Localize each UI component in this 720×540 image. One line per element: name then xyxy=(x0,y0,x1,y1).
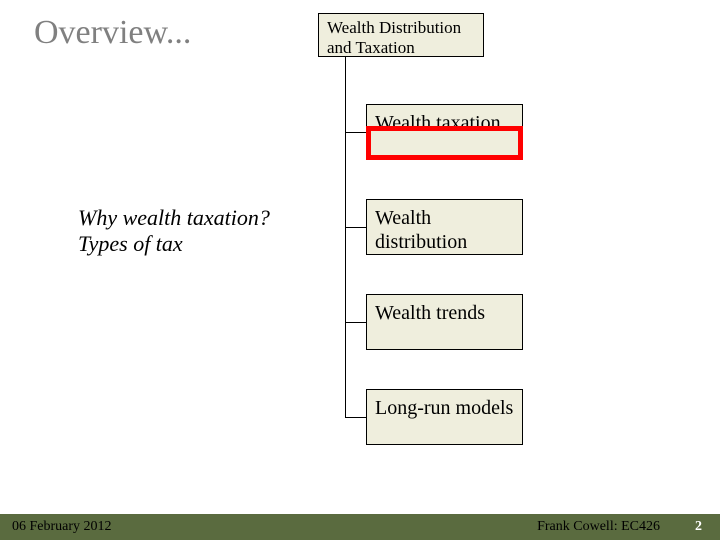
description-line2: Types of tax xyxy=(78,231,183,256)
connector-branch xyxy=(345,322,366,323)
footer-date: 06 February 2012 xyxy=(12,519,112,535)
root-box: Wealth Distribution and Taxation xyxy=(318,13,484,57)
footer-author: Frank Cowell: EC426 xyxy=(537,519,660,535)
topic-box: Wealth distribution xyxy=(366,199,523,255)
slide: Overview... Wealth Distribution and Taxa… xyxy=(0,0,720,540)
topic-box: Wealth taxation xyxy=(366,104,523,160)
footer-bar: 06 February 2012 Frank Cowell: EC426 2 xyxy=(0,514,720,540)
description-line1: Why wealth taxation? xyxy=(78,205,270,230)
page-title: Overview... xyxy=(34,14,191,52)
footer-page-number: 2 xyxy=(695,519,702,535)
connector-branch xyxy=(345,132,366,133)
topic-box: Wealth trends xyxy=(366,294,523,350)
topic-box: Long-run models xyxy=(366,389,523,445)
connector-branch xyxy=(345,227,366,228)
connector-trunk xyxy=(345,57,346,417)
description-text: Why wealth taxation? Types of tax xyxy=(78,205,270,258)
connector-branch xyxy=(345,417,366,418)
